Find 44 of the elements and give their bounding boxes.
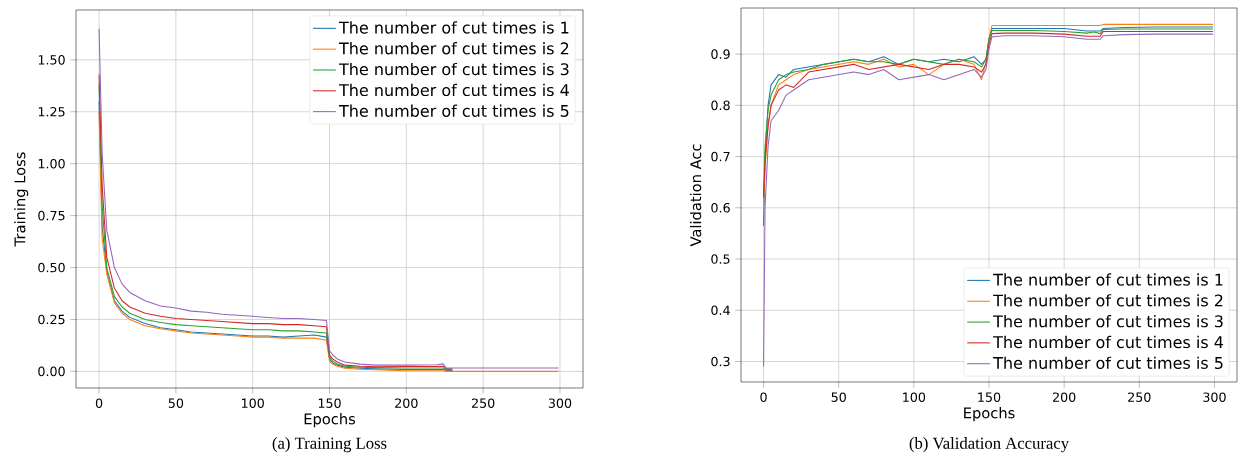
y-tick-label: 0.6 <box>711 203 730 213</box>
x-tick-label: 100 <box>903 392 926 402</box>
x-axis-title: Epochs <box>304 413 356 428</box>
legend-label: The number of cut times is 2 <box>338 42 569 55</box>
x-axis-title: Epochs <box>964 407 1015 422</box>
legend-label: The number of cut times is 3 <box>993 314 1223 328</box>
x-tick-label: 300 <box>548 398 572 408</box>
x-tick-label: 100 <box>242 398 264 408</box>
y-tick-label: 0.5 <box>711 254 730 264</box>
x-tick-label: 50 <box>831 392 846 402</box>
x-tick-label: 250 <box>1128 392 1151 402</box>
y-tick-label: 0.25 <box>38 314 65 325</box>
y-tick-label: 1.00 <box>38 158 65 169</box>
y-tick-label: 0.75 <box>38 210 65 221</box>
legend-label: The number of cut times is 1 <box>338 21 569 34</box>
y-axis-title: Training Loss <box>14 152 29 247</box>
x-tick-label: 0 <box>760 392 767 402</box>
x-tick-label: 200 <box>1052 392 1076 402</box>
legend-label: The number of cut times is 5 <box>993 356 1223 370</box>
legend-label: The number of cut times is 4 <box>993 335 1224 349</box>
y-tick-label: 0.8 <box>711 100 730 111</box>
text: (b) Validation Accuracy <box>909 437 1069 453</box>
y-tick-label: 0.9 <box>711 49 730 59</box>
y-tick-label: 0.50 <box>38 262 65 273</box>
legend-label: The number of cut times is 1 <box>993 273 1223 286</box>
x-tick-label: 200 <box>395 398 418 408</box>
y-tick-label: 0.3 <box>711 356 730 367</box>
x-tick-label: 50 <box>168 398 184 408</box>
x-tick-label: 250 <box>471 398 495 408</box>
x-tick-label: 300 <box>1203 392 1226 402</box>
y-axis-title: Validation Acc <box>689 144 702 247</box>
x-tick-label: 150 <box>318 398 341 408</box>
y-tick-label: 0.4 <box>711 305 730 316</box>
x-tick-label: 150 <box>978 392 1001 402</box>
y-tick-label: 1.25 <box>38 106 65 117</box>
y-tick-label: 0.00 <box>38 366 65 377</box>
text: (a) Training Loss <box>272 437 387 453</box>
y-tick-label: 1.50 <box>38 55 65 65</box>
legend-label: The number of cut times is 4 <box>338 83 569 97</box>
legend-label: The number of cut times is 5 <box>338 104 569 117</box>
x-tick-label: 0 <box>95 398 103 408</box>
y-tick-label: 0.7 <box>711 151 730 162</box>
legend-label: The number of cut times is 2 <box>993 294 1223 307</box>
legend-label: The number of cut times is 3 <box>338 62 569 76</box>
